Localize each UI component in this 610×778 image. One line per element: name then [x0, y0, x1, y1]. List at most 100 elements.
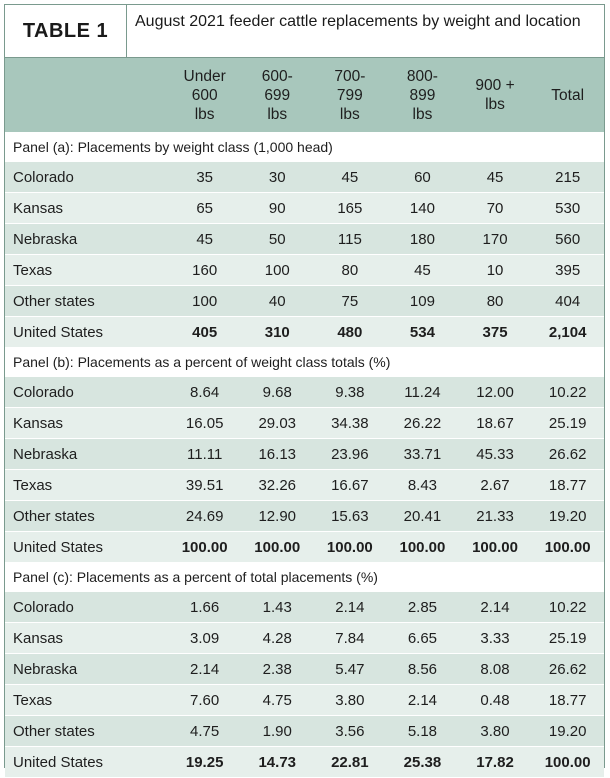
table-cell: 7.84: [313, 622, 387, 654]
column-header-line: 699: [264, 86, 291, 104]
table-cell: 80: [458, 285, 532, 317]
column-header-line: 799: [336, 86, 363, 104]
row-label: Nebraska: [5, 653, 169, 685]
table-cell: 480: [313, 316, 387, 348]
table-cell: 30: [240, 161, 314, 193]
column-header-line: Under: [183, 67, 226, 85]
table-cell: 2.14: [386, 684, 459, 716]
table-row: Nebraska 2.14 2.38 5.47 8.56 8.08 26.62: [5, 653, 604, 685]
table-cell: 375: [458, 316, 532, 348]
total-row: United States 405 310 480 534 375 2,104: [5, 316, 604, 348]
table-cell: 16.67: [313, 469, 387, 501]
table-cell: 160: [168, 254, 241, 286]
table-cell: 12.00: [458, 376, 532, 408]
table-cell: 8.56: [386, 653, 459, 685]
table-cell: 2,104: [531, 316, 604, 348]
table-row: Other states 100 40 75 109 80 404: [5, 285, 604, 317]
table-cell: 90: [240, 192, 314, 224]
table-label: TABLE 1: [5, 5, 127, 57]
table-row: Texas 39.51 32.26 16.67 8.43 2.67 18.77: [5, 469, 604, 501]
table-cell: 2.85: [386, 591, 459, 623]
column-header: 700- 799 lbs: [313, 58, 387, 133]
table-cell: 395: [531, 254, 604, 286]
table-cell: 3.80: [458, 715, 532, 747]
table-title: August 2021 feeder cattle replacements b…: [135, 13, 581, 30]
table-cell: 215: [531, 161, 604, 193]
table-cell: 40: [240, 285, 314, 317]
row-label: Other states: [5, 285, 169, 317]
table-cell: 100.00: [313, 531, 387, 563]
table-cell: 100.00: [531, 531, 604, 563]
table-cell: 3.80: [313, 684, 387, 716]
panel-title: Panel (a): Placements by weight class (1…: [5, 132, 604, 162]
table-row: Kansas 16.05 29.03 34.38 26.22 18.67 25.19: [5, 407, 604, 439]
table-cell: 534: [386, 316, 459, 348]
table-cell: 18.77: [531, 684, 604, 716]
column-header-line: 899: [409, 86, 436, 104]
table-cell: 45: [168, 223, 241, 255]
column-header-line: 900 +: [475, 77, 515, 94]
table-cell: 15.63: [313, 500, 387, 532]
row-label: Texas: [5, 469, 169, 501]
table-cell: 560: [531, 223, 604, 255]
table-cell: 23.96: [313, 438, 387, 470]
table-cell: 180: [386, 223, 459, 255]
panel-header-row: Panel (a): Placements by weight class (1…: [5, 132, 604, 162]
table-cell: 11.11: [168, 438, 241, 470]
table-cell: 405: [168, 316, 241, 348]
table-cell: 45: [458, 161, 532, 193]
table-cell: 45: [313, 161, 387, 193]
table-cell: 2.14: [168, 653, 241, 685]
column-header-line: 700-: [334, 67, 366, 85]
table-cell: 25.19: [531, 622, 604, 654]
table-cell: 100.00: [386, 531, 459, 563]
table-row: Texas 7.60 4.75 3.80 2.14 0.48 18.77: [5, 684, 604, 716]
table-row: Colorado 8.64 9.68 9.38 11.24 12.00 10.22: [5, 376, 604, 408]
header-row: Under 600 lbs 600- 699 lbs 700- 799 lbs 800- 899 lb…: [5, 58, 604, 133]
table-row: Nebraska 11.11 16.13 23.96 33.71 45.33 26.62: [5, 438, 604, 470]
table-cell: 115: [313, 223, 387, 255]
column-header-line: lbs: [339, 105, 360, 123]
table-row: Kansas 65 90 165 140 70 530: [5, 192, 604, 224]
table-cell: 24.69: [168, 500, 241, 532]
table-cell: 18.67: [458, 407, 532, 439]
row-label: Texas: [5, 254, 169, 286]
row-label: United States: [5, 316, 169, 348]
column-header-line: 600-: [261, 67, 293, 85]
row-label: Other states: [5, 715, 169, 747]
column-header-line: 600: [191, 86, 218, 104]
table-cell: 170: [458, 223, 532, 255]
table-cell: 140: [386, 192, 459, 224]
table-cell: 100.00: [168, 531, 241, 563]
column-header-line: 800-: [406, 67, 438, 85]
table-cell: 26.62: [531, 653, 604, 685]
table-cell: 5.18: [386, 715, 459, 747]
table-cell: 16.05: [168, 407, 241, 439]
table-cell: 10.22: [531, 376, 604, 408]
total-row: United States 100.00 100.00 100.00 100.00 100…: [5, 531, 604, 563]
row-label: Colorado: [5, 161, 169, 193]
table-cell: 4.75: [240, 684, 314, 716]
row-label: Colorado: [5, 376, 169, 408]
column-header-line: lbs: [485, 96, 505, 113]
table-cell: 60: [386, 161, 459, 193]
row-label: Nebraska: [5, 223, 169, 255]
table-row: Nebraska 45 50 115 180 170 560: [5, 223, 604, 255]
table-cell: 310: [240, 316, 314, 348]
table-cell: 33.71: [386, 438, 459, 470]
row-label: Texas: [5, 684, 169, 716]
table-cell: 32.26: [240, 469, 314, 501]
panel-header-row: Panel (b): Placements as a percent of we…: [5, 347, 604, 377]
table-cell: 4.28: [240, 622, 314, 654]
table-cell: 11.24: [386, 376, 459, 408]
table-cell: 21.33: [458, 500, 532, 532]
table-cell: 80: [313, 254, 387, 286]
table-cell: 1.90: [240, 715, 314, 747]
row-label: United States: [5, 531, 169, 563]
table-cell: 100: [168, 285, 241, 317]
row-label: Other states: [5, 500, 169, 532]
column-header: 600- 699 lbs: [240, 58, 314, 133]
panel-title: Panel (b): Placements as a percent of we…: [5, 347, 604, 377]
table-cell: 0.48: [458, 684, 532, 716]
table-cell: 10: [458, 254, 532, 286]
